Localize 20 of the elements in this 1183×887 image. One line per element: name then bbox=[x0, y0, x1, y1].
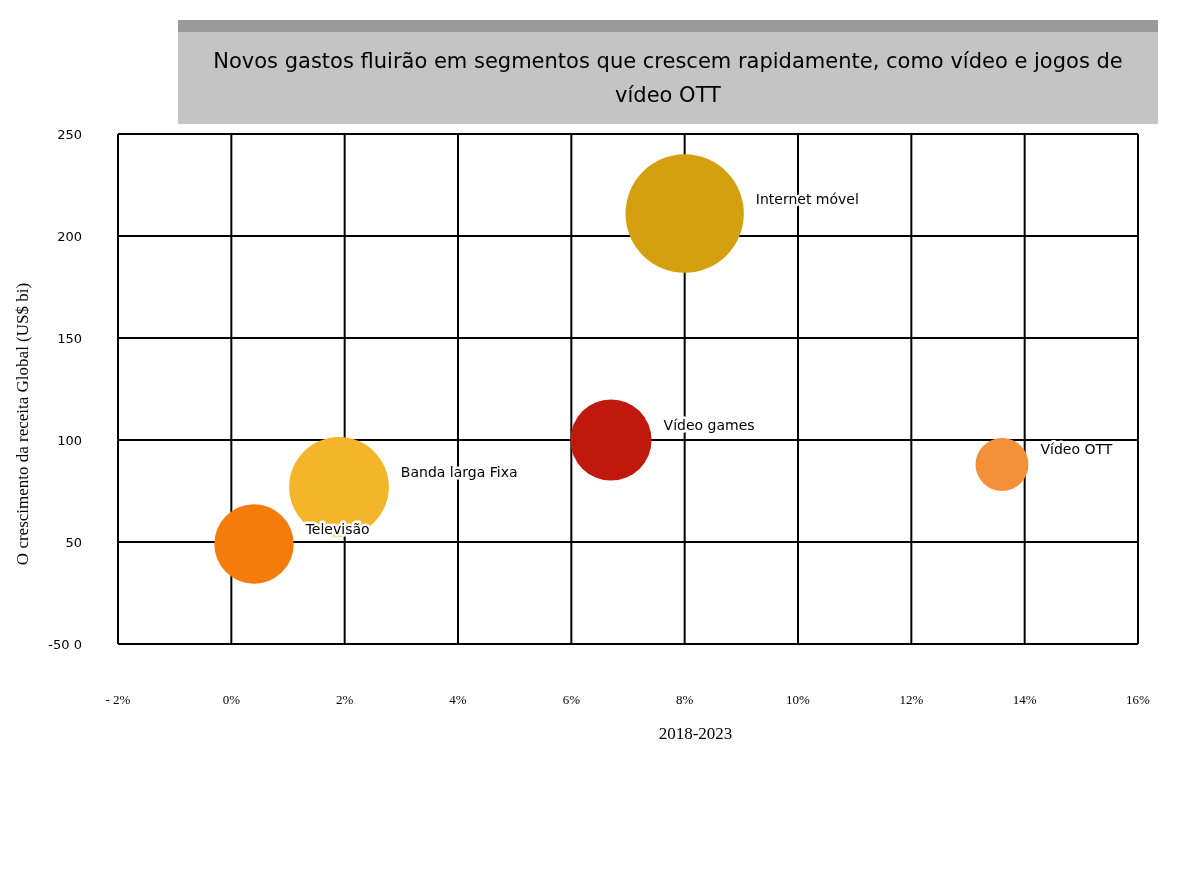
y-tick-label: 200 bbox=[57, 228, 82, 244]
x-tick-label: - 2% bbox=[105, 692, 131, 708]
x-tick-label: 2% bbox=[335, 692, 354, 708]
y-tick-label: -50 0 bbox=[48, 636, 82, 652]
x-tick-label: 10% bbox=[786, 692, 811, 708]
chart-title: Novos gastos fluirão em segmentos que crescem rapidamente, como vídeo e jogos de vídeo OTT bbox=[178, 20, 1158, 124]
y-tick-label: 150 bbox=[57, 330, 82, 346]
y-tick-label: 100 bbox=[57, 432, 82, 448]
x-tick-label: 4% bbox=[449, 692, 467, 708]
x-tick-label: 0% bbox=[222, 692, 241, 708]
x-tick-label: 12% bbox=[899, 692, 924, 708]
x-tick-label: 8% bbox=[675, 692, 694, 708]
x-tick-label: 6% bbox=[562, 692, 581, 708]
y-axis-title: O crescimento da receita Global (US$ bi) bbox=[13, 282, 33, 566]
y-tick-label: 50 bbox=[65, 534, 82, 550]
x-axis-title: 2018-2023 bbox=[657, 724, 734, 744]
x-tick-label: 14% bbox=[1012, 692, 1037, 708]
y-tick-label: 250 bbox=[57, 126, 82, 142]
series-label: Vídeo OTT bbox=[1040, 441, 1113, 458]
x-tick-label: 16% bbox=[1126, 692, 1151, 708]
